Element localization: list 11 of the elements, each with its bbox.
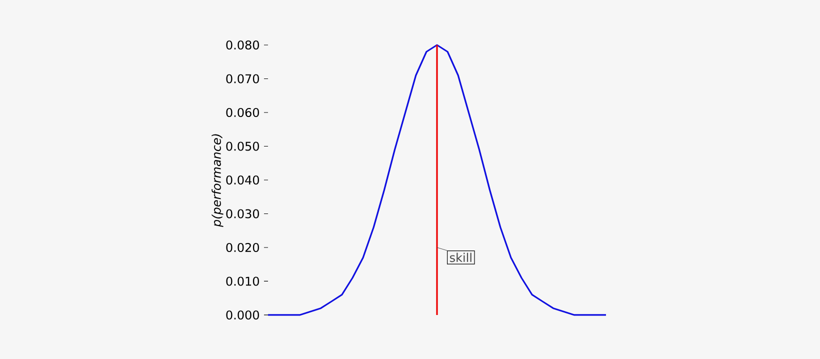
y-tick-label: 0.080 [226,40,260,50]
annotation: skill [450,252,472,262]
y-tick-label: 0.070 [226,74,260,84]
y-tick-label: 0.000 [226,310,260,320]
y-tick-label: 0.030 [226,209,260,218]
y-tick-label: 0.040 [226,175,260,185]
y-tick-label: 0.020 [226,242,260,252]
y-tick-label: 0.060 [226,108,260,118]
y-tick-label: 0.050 [226,142,260,151]
y-axis-title: p(performance) [212,134,224,228]
y-tick-label: 0.010 [226,276,260,286]
